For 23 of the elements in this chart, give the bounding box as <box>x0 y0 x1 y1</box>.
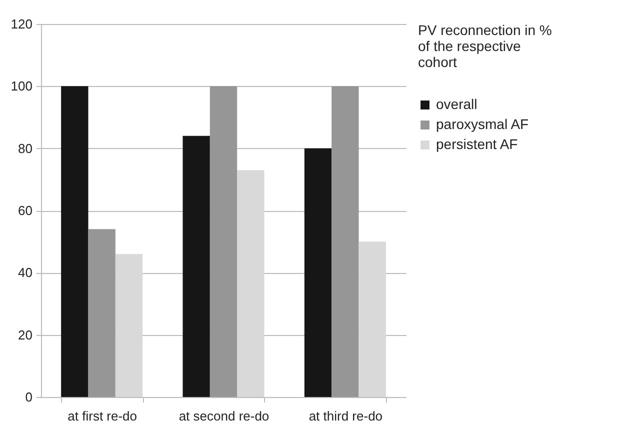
bar <box>115 254 143 397</box>
bar <box>88 229 116 397</box>
y-tick-label: 80 <box>18 140 32 156</box>
y-tick-label: 60 <box>18 203 32 218</box>
bar <box>182 136 210 397</box>
bar <box>61 86 88 397</box>
y-tick-label: 120 <box>10 16 32 32</box>
legend-title: PV reconnection in % of the respective cohort <box>418 22 552 70</box>
y-tick-label: 20 <box>18 327 32 342</box>
x-tick-label: at first re-do <box>68 408 138 424</box>
legend-label: persistent AF <box>436 136 518 152</box>
legend-label: overall <box>436 96 478 112</box>
x-tick-label: at third re-do <box>308 408 383 424</box>
y-tick-label: 100 <box>10 78 32 94</box>
bar <box>237 170 264 397</box>
y-tick-label: 0 <box>25 390 32 404</box>
bar <box>210 86 238 397</box>
bar <box>358 242 386 397</box>
bar <box>332 86 359 397</box>
bar <box>304 148 332 397</box>
legend-label: paroxysmal AF <box>436 116 529 132</box>
x-tick-label: at second re-do <box>178 408 270 424</box>
y-tick-label: 40 <box>18 265 32 280</box>
